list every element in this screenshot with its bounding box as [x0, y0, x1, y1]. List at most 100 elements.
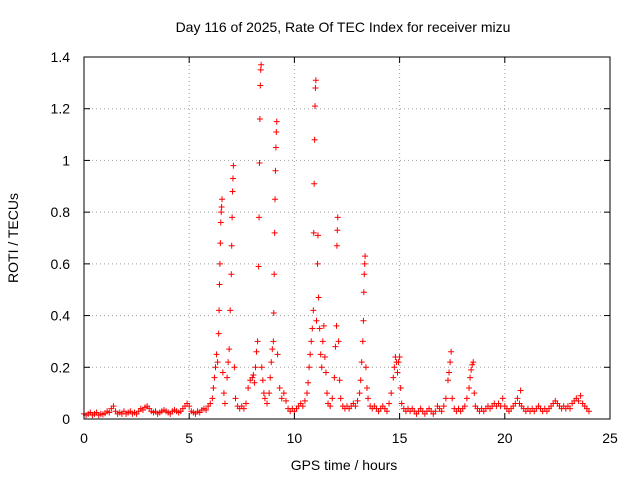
data-point — [444, 377, 451, 384]
data-point — [267, 374, 274, 381]
data-point — [219, 196, 226, 203]
data-point — [329, 395, 336, 402]
y-tick-label: 0.8 — [51, 204, 71, 220]
data-point — [391, 364, 398, 371]
data-point — [243, 400, 250, 407]
data-point — [216, 260, 223, 267]
data-point — [359, 338, 366, 345]
data-point — [360, 289, 367, 296]
data-point — [211, 374, 218, 381]
data-point — [224, 374, 231, 381]
data-point — [249, 374, 256, 381]
data-point — [395, 359, 402, 366]
y-tick-label: 1 — [62, 152, 70, 168]
data-point — [254, 338, 261, 345]
data-point — [499, 395, 506, 402]
data-point — [308, 338, 315, 345]
data-point — [327, 403, 334, 410]
data-point — [312, 85, 319, 92]
data-point — [352, 403, 359, 410]
data-point — [334, 214, 341, 221]
data-point — [449, 395, 456, 402]
data-point — [207, 400, 214, 407]
data-point — [447, 359, 454, 366]
data-point — [272, 167, 279, 174]
data-point — [442, 395, 449, 402]
data-point — [322, 369, 329, 376]
data-point — [220, 390, 227, 397]
data-point — [320, 322, 327, 329]
data-point — [332, 343, 339, 350]
data-point — [213, 351, 220, 358]
plot-frame — [83, 56, 611, 420]
data-point — [314, 232, 321, 239]
data-point — [577, 392, 584, 399]
data-point — [301, 397, 308, 404]
axis-ticks: 0 5 10 15 20 25 0 0.2 0.4 0.6 0.8 1 1.2 1.4 — [51, 49, 618, 446]
x-tick-label: 25 — [602, 430, 618, 446]
data-point — [273, 128, 280, 135]
data-point — [231, 364, 238, 371]
data-point — [319, 338, 326, 345]
data-point — [467, 374, 474, 381]
data-point — [221, 400, 228, 407]
data-point — [258, 364, 265, 371]
data-point — [585, 408, 592, 415]
data-point — [299, 403, 306, 410]
data-point — [251, 379, 258, 386]
data-point — [272, 144, 279, 151]
data-point — [311, 136, 318, 143]
data-point — [106, 409, 113, 416]
data-point — [361, 260, 368, 267]
x-tick-label: 20 — [497, 430, 513, 446]
data-point — [209, 395, 216, 402]
data-point — [273, 118, 280, 125]
data-point — [398, 400, 405, 407]
y-tick-label: 1.2 — [51, 101, 71, 117]
data-point — [388, 390, 395, 397]
data-point — [356, 390, 363, 397]
data-point — [309, 325, 316, 332]
data-point — [258, 61, 265, 68]
data-point — [310, 229, 317, 236]
data-point — [217, 240, 224, 247]
data-point — [471, 390, 478, 397]
data-point — [331, 374, 338, 381]
data-point — [335, 338, 342, 345]
data-point — [226, 346, 233, 353]
data-point — [337, 395, 344, 402]
grid-layer — [84, 57, 610, 419]
x-tick-label: 0 — [80, 430, 88, 446]
data-point — [203, 406, 210, 413]
data-point — [268, 359, 275, 366]
data-point — [324, 390, 331, 397]
data-point — [252, 364, 259, 371]
data-point — [394, 369, 401, 376]
x-tick-label: 5 — [185, 430, 193, 446]
data-point — [259, 377, 266, 384]
y-tick-label: 1.4 — [51, 49, 71, 65]
y-axis-label: ROTI / TECUs — [5, 193, 21, 283]
data-point — [312, 103, 319, 110]
data-point — [260, 390, 267, 397]
y-tick-label: 0.2 — [51, 359, 71, 375]
data-point — [514, 395, 521, 402]
data-point — [218, 203, 225, 210]
data-point — [278, 395, 285, 402]
data-point — [469, 361, 476, 368]
data-point — [232, 395, 239, 402]
data-point — [304, 390, 311, 397]
data-point — [306, 364, 313, 371]
data-point — [250, 372, 257, 379]
data-point — [218, 209, 225, 216]
data-point — [269, 346, 276, 353]
data-point — [217, 219, 224, 226]
data-point — [567, 405, 574, 412]
data-point — [229, 175, 236, 182]
data-point — [228, 242, 235, 249]
data-point — [357, 377, 364, 384]
data-point — [466, 384, 473, 391]
data-point — [468, 366, 475, 373]
y-tick-label: 0.6 — [51, 256, 71, 272]
